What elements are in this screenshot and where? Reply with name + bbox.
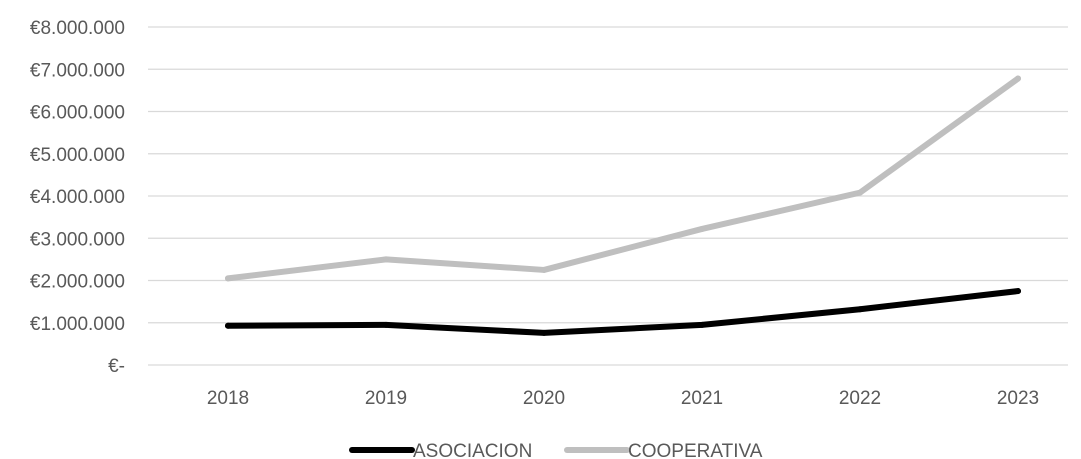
data-point-cooperativa bbox=[225, 275, 231, 282]
data-point-asociacion bbox=[225, 322, 231, 329]
x-tick-label: 2021 bbox=[681, 388, 723, 409]
data-point-asociacion bbox=[541, 329, 547, 336]
y-tick-label: €3.000.000 bbox=[30, 229, 125, 250]
data-point-cooperativa bbox=[857, 189, 863, 196]
y-tick-label: €8.000.000 bbox=[30, 18, 125, 39]
y-tick-label: €4.000.000 bbox=[30, 187, 125, 208]
legend-item-cooperativa: COOPERATIVA bbox=[564, 441, 763, 459]
y-tick-label: €6.000.000 bbox=[30, 103, 125, 124]
data-point-asociacion bbox=[699, 321, 705, 328]
data-point-cooperativa bbox=[1015, 75, 1021, 82]
y-tick-label: €7.000.000 bbox=[30, 60, 125, 81]
x-tick-label: 2020 bbox=[523, 388, 565, 409]
legend-item-asociacion: ASOCIACION bbox=[349, 441, 532, 459]
x-tick-label: 2022 bbox=[839, 388, 881, 409]
y-tick-label: €5.000.000 bbox=[30, 145, 125, 166]
series-line-asociacion bbox=[225, 288, 1021, 336]
y-tick-label: €- bbox=[108, 356, 125, 377]
data-point-cooperativa bbox=[699, 225, 705, 232]
series-line-cooperativa bbox=[225, 75, 1021, 282]
legend-label-asociacion: ASOCIACION bbox=[413, 441, 532, 459]
y-axis: €- €1.000.000 €2.000.000 €3.000.000 €4.000.0… bbox=[30, 18, 125, 377]
x-axis: 2018 2019 2020 2021 2022 2023 bbox=[207, 388, 1039, 409]
data-point-asociacion bbox=[1015, 288, 1021, 295]
legend-label-cooperativa: COOPERATIVA bbox=[628, 441, 763, 459]
data-point-cooperativa bbox=[383, 256, 389, 263]
data-point-asociacion bbox=[857, 306, 863, 313]
data-point-asociacion bbox=[383, 321, 389, 328]
x-tick-label: 2023 bbox=[997, 388, 1039, 409]
series-lines bbox=[225, 75, 1021, 336]
y-tick-label: €2.000.000 bbox=[30, 272, 125, 293]
x-tick-label: 2018 bbox=[207, 388, 249, 409]
legend: ASOCIACION COOPERATIVA bbox=[349, 441, 763, 459]
x-tick-label: 2019 bbox=[365, 388, 407, 409]
data-point-cooperativa bbox=[541, 266, 547, 273]
gridlines bbox=[148, 26, 1068, 366]
y-tick-label: €1.000.000 bbox=[30, 314, 125, 335]
